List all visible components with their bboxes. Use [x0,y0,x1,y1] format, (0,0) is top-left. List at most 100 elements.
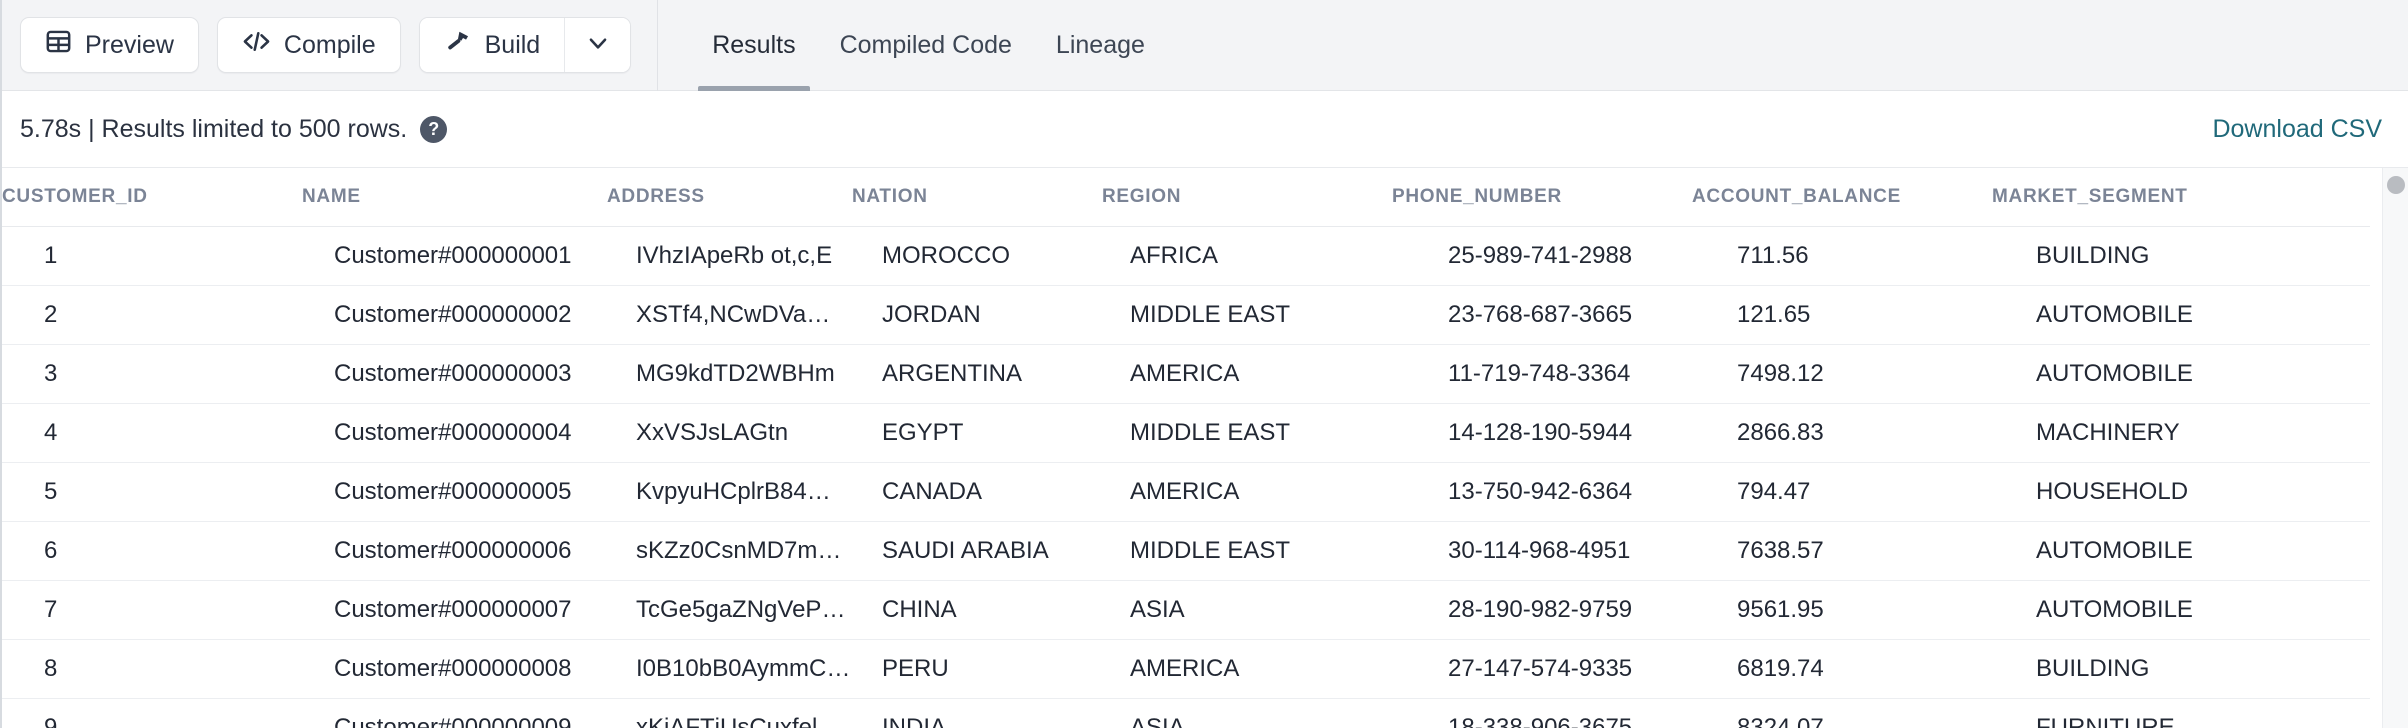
results-table-body: 1 Customer#000000001 IVhzIApeRb ot,c,E MORO… [2,226,2370,728]
cell-customer-id: 9 [2,698,302,728]
cell-market-segment: FURNITURE [1992,698,2370,728]
compile-button-label: Compile [283,30,376,59]
download-csv-link[interactable]: Download CSV [2212,114,2382,143]
cell-address: KvpyuHCplrB84WgAi… [607,462,852,522]
build-button[interactable]: Build [419,18,565,72]
cell-address: XSTf4,NCwDVaWNe6… [607,285,852,345]
table-row[interactable]: 2Customer#000000002XSTf4,NCwDVaWNe6…JORD… [2,285,2370,345]
cell-market-segment: AUTOMOBILE [1992,285,2370,345]
tab-compiled-code[interactable]: Compiled Code [818,0,1034,91]
chevron-down-icon [585,30,611,61]
table-row[interactable]: 1 Customer#000000001 IVhzIApeRb ot,c,E MORO… [2,226,2370,286]
question-mark-icon[interactable]: ? [420,115,448,143]
table-row[interactable]: 9Customer#000000009xKiAFTjUsCuxfeleNq…IN… [2,698,2370,728]
table-row[interactable]: 5Customer#000000005KvpyuHCplrB84WgAi…CAN… [2,462,2370,522]
cell-name: Customer#000000004 [302,403,607,463]
tab-lineage-label: Lineage [1055,30,1145,59]
cell-market-segment: AUTOMOBILE [1992,580,2370,640]
cell-nation: PERU [852,639,1102,699]
column-header-account-balance[interactable]: ACCOUNT_BALANCE [1692,168,1992,227]
cell-market-segment: HOUSEHOLD [1992,462,2370,522]
tab-compiled-code-label: Compiled Code [839,30,1012,59]
results-status-text: 5.78s | Results limited to 500 rows. [20,114,408,143]
cell-phone-number: 30-114-968-4951 [1392,521,1692,581]
cell-account-balance: 7638.57 [1692,521,1992,581]
cell-name: Customer#000000002 [302,285,607,345]
cell-phone-number: 14-128-190-5944 [1392,403,1692,463]
cell-name: Customer#000000005 [302,462,607,522]
cell-phone-number: 27-147-574-9335 [1392,639,1692,699]
cell-account-balance: 711.56 [1692,226,1992,286]
cell-account-balance: 794.47 [1692,462,1992,522]
cell-customer-id: 8 [2,639,302,699]
cell-market-segment: MACHINERY [1992,403,2370,463]
build-split-button: Build [418,17,632,73]
tab-lineage[interactable]: Lineage [1034,0,1167,91]
status-left: 5.78s | Results limited to 500 rows. ? [20,114,448,144]
cell-customer-id: 3 [2,344,302,404]
cell-region: MIDDLE EAST [1102,521,1392,581]
cell-name: Customer#000000006 [302,521,607,581]
header-row: CUSTOMER_ID NAME ADDRESS NATION REGION P… [2,168,2370,227]
cell-phone-number: 13-750-942-6364 [1392,462,1692,522]
column-header-name[interactable]: NAME [302,168,607,227]
cell-market-segment: BUILDING [1992,226,2370,286]
cell-nation: CHINA [852,580,1102,640]
cell-account-balance: 6819.74 [1692,639,1992,699]
table-row[interactable]: 6Customer#000000006sKZz0CsnMD7mp4Xd…SAUD… [2,521,2370,581]
cell-region: MIDDLE EAST [1102,403,1392,463]
vertical-scrollbar-thumb[interactable] [2387,176,2405,194]
column-header-market-segment[interactable]: MARKET_SEGMENT [1992,168,2370,227]
cell-name: Customer#000000009 [302,698,607,728]
cell-customer-id: 7 [2,580,302,640]
column-header-customer-id[interactable]: CUSTOMER_ID [2,168,302,227]
cell-region: AFRICA [1102,226,1392,286]
cell-region: AMERICA [1102,462,1392,522]
toolbar-divider [657,0,659,91]
cell-region: AMERICA [1102,639,1392,699]
cell-nation: JORDAN [852,285,1102,345]
cell-phone-number: 28-190-982-9759 [1392,580,1692,640]
vertical-scrollbar[interactable] [2382,168,2408,728]
cell-market-segment: AUTOMOBILE [1992,344,2370,404]
cell-address: MG9kdTD2WBHm [607,344,852,404]
build-dropdown-toggle[interactable] [564,18,631,72]
cell-address: I0B10bB0AymmC, 0P… [607,639,852,699]
column-header-address[interactable]: ADDRESS [607,168,852,227]
cell-nation: MOROCCO [852,226,1102,286]
cell-account-balance: 121.65 [1692,285,1992,345]
cell-phone-number: 23-768-687-3665 [1392,285,1692,345]
cell-region: AMERICA [1102,344,1392,404]
cell-customer-id: 4 [2,403,302,463]
results-table-header: CUSTOMER_ID NAME ADDRESS NATION REGION P… [2,168,2370,227]
tab-results-label: Results [712,30,796,59]
cell-market-segment: AUTOMOBILE [1992,521,2370,581]
toolbar-button-group: Preview Compile [20,17,632,73]
table-row[interactable]: 3 Customer#000000003 MG9kdTD2WBHm ARGENTINA… [2,344,2370,404]
preview-button[interactable]: Preview [20,17,199,73]
column-header-nation[interactable]: NATION [852,168,1102,227]
cell-account-balance: 9561.95 [1692,580,1992,640]
toolbar: Preview Compile [2,0,2408,91]
results-table-container: CUSTOMER_ID NAME ADDRESS NATION REGION P… [2,168,2408,728]
cell-phone-number: 11-719-748-3364 [1392,344,1692,404]
cell-address: sKZz0CsnMD7mp4Xd… [607,521,852,581]
table-row[interactable]: 7Customer#000000007TcGe5gaZNgVePxU5…CHIN… [2,580,2370,640]
cell-nation: EGYPT [852,403,1102,463]
cell-address: XxVSJsLAGtn [607,403,852,463]
column-header-region[interactable]: REGION [1102,168,1392,227]
table-grid-icon [45,28,72,62]
table-row[interactable]: 4 Customer#000000004 XxVSJsLAGtn EGYPT MIDDL… [2,403,2370,463]
cell-nation: CANADA [852,462,1102,522]
cell-nation: INDIA [852,698,1102,728]
cell-address: xKiAFTjUsCuxfeleNq… [607,698,852,728]
column-header-phone-number[interactable]: PHONE_NUMBER [1392,168,1692,227]
cell-region: MIDDLE EAST [1102,285,1392,345]
cell-phone-number: 18-338-906-3675 [1392,698,1692,728]
results-table: CUSTOMER_ID NAME ADDRESS NATION REGION P… [2,168,2370,728]
cell-address: TcGe5gaZNgVePxU5… [607,580,852,640]
tab-results[interactable]: Results [690,0,817,91]
cell-name: Customer#000000008 [302,639,607,699]
compile-button[interactable]: Compile [216,17,401,73]
